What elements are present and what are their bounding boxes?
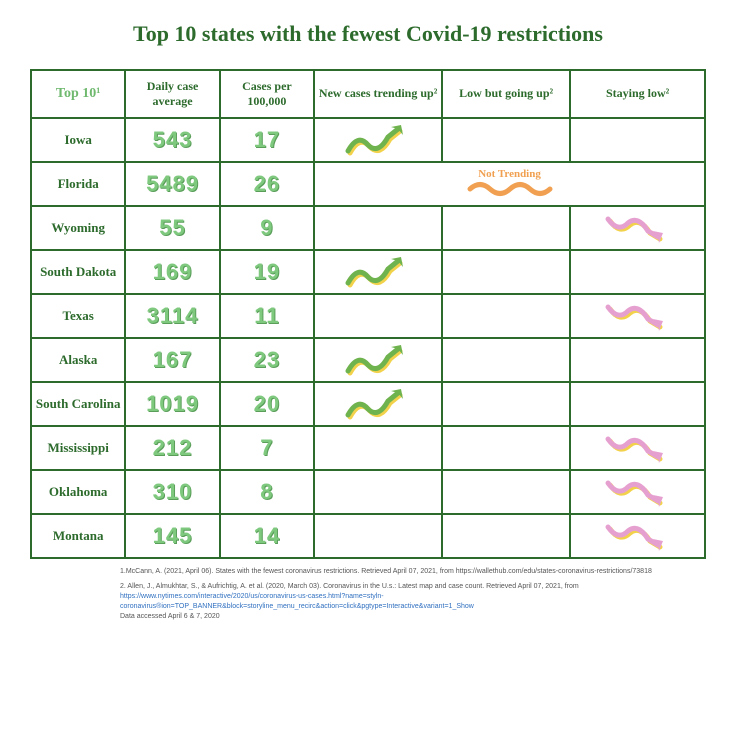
trending-up-cell (314, 250, 442, 294)
low-going-up-cell (442, 250, 570, 294)
staying-low-cell (570, 206, 705, 250)
daily-avg-cell: 543 (125, 118, 219, 162)
staying-low-cell (570, 250, 705, 294)
low-going-up-cell (442, 426, 570, 470)
state-cell: Iowa (31, 118, 125, 162)
table-row: Montana14514 (31, 514, 705, 558)
trending-up-cell (314, 382, 442, 426)
col-trending-up: New cases trending up² (314, 70, 442, 118)
table-row: Iowa54317 (31, 118, 705, 162)
state-cell: Mississippi (31, 426, 125, 470)
staying-low-cell (570, 118, 705, 162)
trending-up-cell (314, 470, 442, 514)
daily-avg-cell: 5489 (125, 162, 219, 206)
low-going-up-cell (442, 470, 570, 514)
trending-up-cell (314, 338, 442, 382)
state-cell: Alaska (31, 338, 125, 382)
table-row: South Carolina101920 (31, 382, 705, 426)
table-row: Florida548926Not Trending (31, 162, 705, 206)
per-100k-cell: 26 (220, 162, 314, 206)
footnote-2: 2. Allen, J., Almukhtar, S., & Aufrichti… (120, 582, 706, 611)
per-100k-cell: 17 (220, 118, 314, 162)
table-row: South Dakota16919 (31, 250, 705, 294)
table-row: Mississippi2127 (31, 426, 705, 470)
per-100k-cell: 9 (220, 206, 314, 250)
col-daily-avg: Daily case average (125, 70, 219, 118)
col-staying-low: Staying low² (570, 70, 705, 118)
header-row: Top 10¹ Daily case average Cases per 100… (31, 70, 705, 118)
col-per-100k: Cases per 100,000 (220, 70, 314, 118)
state-cell: Florida (31, 162, 125, 206)
staying-low-cell (570, 470, 705, 514)
low-going-up-cell (442, 294, 570, 338)
state-cell: South Dakota (31, 250, 125, 294)
daily-avg-cell: 1019 (125, 382, 219, 426)
footnote-link[interactable]: https://www.nytimes.com/interactive/2020… (120, 593, 474, 610)
per-100k-cell: 19 (220, 250, 314, 294)
per-100k-cell: 20 (220, 382, 314, 426)
per-100k-cell: 23 (220, 338, 314, 382)
trending-up-cell (314, 118, 442, 162)
state-cell: Texas (31, 294, 125, 338)
table-row: Texas311411 (31, 294, 705, 338)
col-low-going-up: Low but going up² (442, 70, 570, 118)
daily-avg-cell: 145 (125, 514, 219, 558)
trending-up-cell (314, 294, 442, 338)
footnotes: 1.McCann, A. (2021, April 06). States wi… (120, 567, 706, 622)
infographic-container: Top 10 states with the fewest Covid-19 r… (0, 0, 736, 632)
state-cell: Oklahoma (31, 470, 125, 514)
per-100k-cell: 7 (220, 426, 314, 470)
daily-avg-cell: 212 (125, 426, 219, 470)
state-cell: Montana (31, 514, 125, 558)
not-trending-cell: Not Trending (314, 162, 705, 206)
staying-low-cell (570, 294, 705, 338)
state-cell: Wyoming (31, 206, 125, 250)
trending-up-cell (314, 514, 442, 558)
trending-up-cell (314, 206, 442, 250)
per-100k-cell: 11 (220, 294, 314, 338)
footnote-accessed: Data accessed April 6 & 7, 2020 (120, 612, 706, 622)
low-going-up-cell (442, 338, 570, 382)
covid-table: Top 10¹ Daily case average Cases per 100… (30, 69, 706, 559)
daily-avg-cell: 310 (125, 470, 219, 514)
daily-avg-cell: 3114 (125, 294, 219, 338)
trending-up-cell (314, 426, 442, 470)
daily-avg-cell: 55 (125, 206, 219, 250)
low-going-up-cell (442, 206, 570, 250)
low-going-up-cell (442, 118, 570, 162)
state-cell: South Carolina (31, 382, 125, 426)
staying-low-cell (570, 514, 705, 558)
staying-low-cell (570, 382, 705, 426)
per-100k-cell: 8 (220, 470, 314, 514)
col-top10: Top 10¹ (31, 70, 125, 118)
low-going-up-cell (442, 514, 570, 558)
per-100k-cell: 14 (220, 514, 314, 558)
table-row: Wyoming559 (31, 206, 705, 250)
staying-low-cell (570, 338, 705, 382)
table-row: Alaska16723 (31, 338, 705, 382)
staying-low-cell (570, 426, 705, 470)
footnote-1: 1.McCann, A. (2021, April 06). States wi… (120, 567, 706, 577)
low-going-up-cell (442, 382, 570, 426)
page-title: Top 10 states with the fewest Covid-19 r… (30, 20, 706, 49)
table-row: Oklahoma3108 (31, 470, 705, 514)
daily-avg-cell: 169 (125, 250, 219, 294)
daily-avg-cell: 167 (125, 338, 219, 382)
